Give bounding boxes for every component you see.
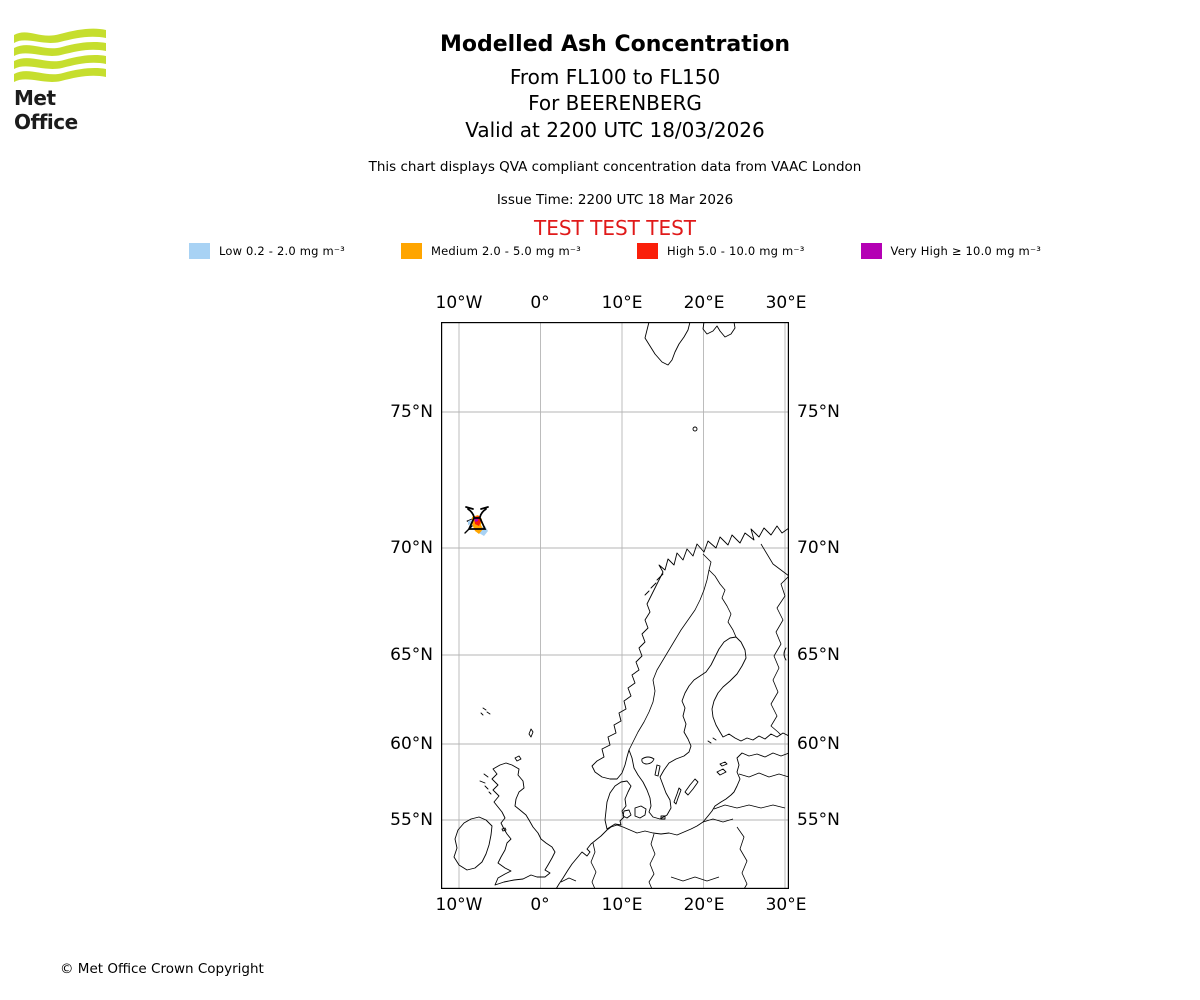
legend-swatch-medium [400,243,422,259]
map-border [441,322,789,889]
legend-item-very-high: Very High ≥ 10.0 mg m⁻³ [860,243,1042,259]
legend-swatch-high [636,243,658,259]
qva-compliance-note: This chart displays QVA compliant concen… [368,159,862,175]
lat-tick-left-65n: 65°N [390,645,433,665]
page-title: Modelled Ash Concentration [439,32,791,57]
coastlines [453,322,789,889]
subtitle-volcano: For BEERENBERG [528,91,702,115]
lon-tick-bottom-20e: 20°E [683,895,725,915]
concentration-legend: Low 0.2 - 2.0 mg m⁻³ Medium 2.0 - 5.0 mg… [0,243,1200,259]
legend-label-high: High 5.0 - 10.0 mg m⁻³ [666,244,805,258]
legend-label-very-high: Very High ≥ 10.0 mg m⁻³ [890,244,1042,258]
legend-label-low: Low 0.2 - 2.0 mg m⁻³ [218,244,345,258]
lon-tick-top-10w: 10°W [435,293,483,313]
lon-tick-top-10e: 10°E [601,293,643,313]
legend-item-low: Low 0.2 - 2.0 mg m⁻³ [188,243,345,259]
ash-low-contour [468,520,488,536]
map-canvas [441,322,789,889]
lat-tick-right-60n: 60°N [797,734,840,754]
lat-tick-right-70n: 70°N [797,538,840,558]
issue-time: Issue Time: 2200 UTC 18 Mar 2026 [496,192,734,208]
legend-item-medium: Medium 2.0 - 5.0 mg m⁻³ [400,243,581,259]
lat-tick-right-75n: 75°N [797,402,840,422]
legend-item-high: High 5.0 - 10.0 mg m⁻³ [636,243,805,259]
test-banner: TEST TEST TEST [533,216,696,240]
lon-tick-bottom-10w: 10°W [435,895,483,915]
lat-tick-left-60n: 60°N [390,734,433,754]
subtitle-valid-time: Valid at 2200 UTC 18/03/2026 [465,118,765,142]
legend-label-medium: Medium 2.0 - 5.0 mg m⁻³ [430,244,581,258]
legend-swatch-very-high [860,243,882,259]
graticule [441,322,789,889]
lon-tick-bottom-0: 0° [530,895,550,915]
met-office-wordmark: Met Office [14,86,78,134]
lon-tick-bottom-10e: 10°E [601,895,643,915]
copyright-notice: © Met Office Crown Copyright [60,961,264,977]
lat-tick-right-55n: 55°N [797,810,840,830]
met-office-waves-icon [14,28,106,82]
legend-swatch-low [188,243,210,259]
lat-tick-left-70n: 70°N [390,538,433,558]
lat-tick-left-55n: 55°N [390,810,433,830]
lat-tick-right-65n: 65°N [797,645,840,665]
country-borders [560,543,789,889]
lon-tick-top-20e: 20°E [683,293,725,313]
subtitle-flight-levels: From FL100 to FL150 [509,65,721,89]
met-office-logo: Met Office [14,26,114,134]
lon-tick-bottom-30e: 30°E [765,895,807,915]
lat-tick-left-75n: 75°N [390,402,433,422]
lon-tick-top-0: 0° [530,293,550,313]
map-panel [441,322,789,889]
volcano-marker [464,506,489,534]
lon-tick-top-30e: 30°E [765,293,807,313]
